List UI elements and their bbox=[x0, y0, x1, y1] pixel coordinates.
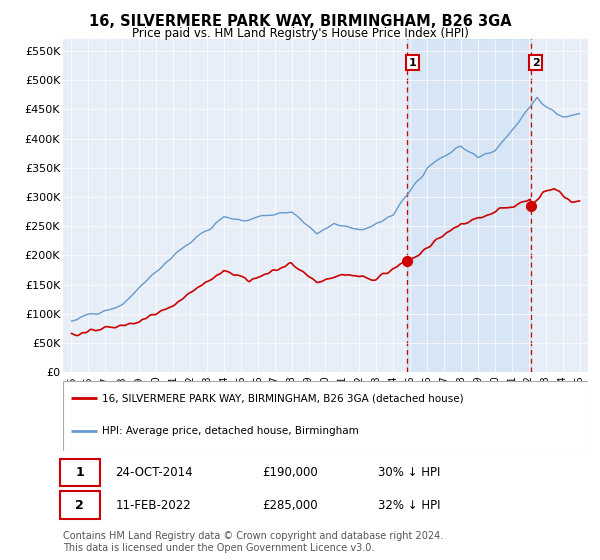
Text: HPI: Average price, detached house, Birmingham: HPI: Average price, detached house, Birm… bbox=[103, 426, 359, 436]
Text: 16, SILVERMERE PARK WAY, BIRMINGHAM, B26 3GA (detached house): 16, SILVERMERE PARK WAY, BIRMINGHAM, B26… bbox=[103, 393, 464, 403]
Text: 30% ↓ HPI: 30% ↓ HPI bbox=[378, 466, 440, 479]
Text: 24-OCT-2014: 24-OCT-2014 bbox=[115, 466, 193, 479]
Text: Price paid vs. HM Land Registry's House Price Index (HPI): Price paid vs. HM Land Registry's House … bbox=[131, 27, 469, 40]
Text: Contains HM Land Registry data © Crown copyright and database right 2024.
This d: Contains HM Land Registry data © Crown c… bbox=[63, 531, 443, 553]
Bar bbox=[407, 39, 531, 372]
Text: £285,000: £285,000 bbox=[263, 498, 318, 512]
FancyBboxPatch shape bbox=[61, 491, 100, 519]
Text: 11-FEB-2022: 11-FEB-2022 bbox=[115, 498, 191, 512]
Text: 32% ↓ HPI: 32% ↓ HPI bbox=[378, 498, 440, 512]
Text: £190,000: £190,000 bbox=[263, 466, 318, 479]
Text: 2: 2 bbox=[532, 58, 540, 68]
Text: 16, SILVERMERE PARK WAY, BIRMINGHAM, B26 3GA: 16, SILVERMERE PARK WAY, BIRMINGHAM, B26… bbox=[89, 14, 511, 29]
Text: 2: 2 bbox=[76, 498, 84, 512]
FancyBboxPatch shape bbox=[61, 459, 100, 486]
Text: 1: 1 bbox=[76, 466, 84, 479]
Text: 1: 1 bbox=[409, 58, 416, 68]
